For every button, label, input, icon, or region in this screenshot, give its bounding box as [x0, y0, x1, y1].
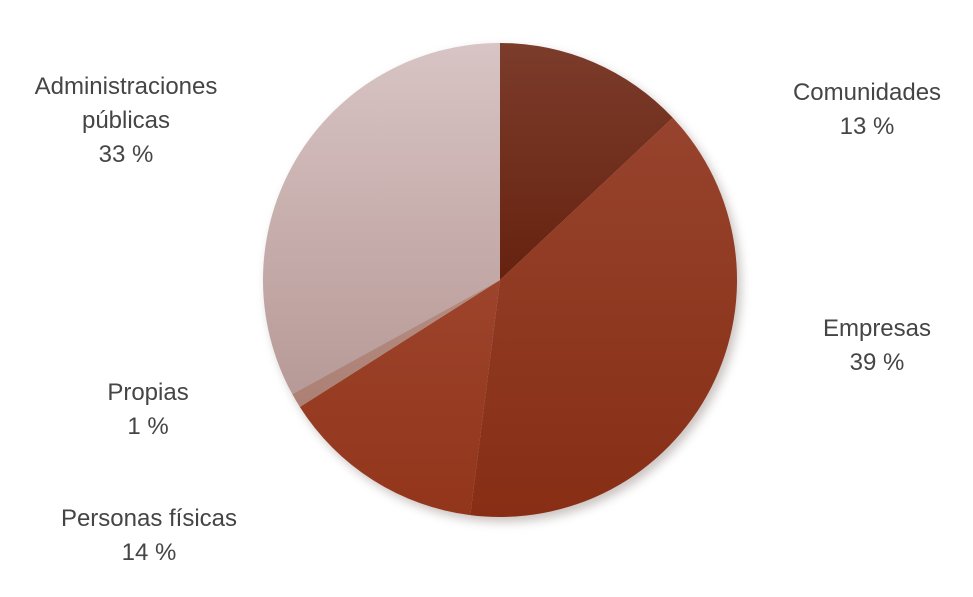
slice-label-text: Propias — [107, 379, 189, 406]
slice-label-text: Administraciones públicas — [34, 73, 218, 134]
pie-slice-comunidades — [500, 43, 673, 280]
slice-label-text: Comunidades — [792, 79, 942, 106]
slice-label-pct: 13 % — [839, 113, 895, 140]
slice-label-empresas: Empresas 39 % — [757, 312, 973, 380]
slice-label-pct: 39 % — [849, 349, 905, 376]
slice-label-pct: 14 % — [121, 539, 177, 566]
slice-label-comunidades: Comunidades 13 % — [747, 76, 973, 144]
slice-label-pct: 33 % — [98, 141, 154, 168]
slice-label-text: Personas físicas — [60, 505, 238, 532]
slice-label-pct: 1 % — [127, 413, 169, 440]
slice-label-administraciones-publicas: Administraciones públicas 33 % — [6, 70, 246, 172]
slice-label-text: Empresas — [822, 315, 932, 342]
slice-label-personas-fisicas: Personas físicas 14 % — [19, 502, 279, 570]
pie-slice-personas-fisicas — [299, 280, 500, 516]
slice-label-propias: Propias 1 % — [28, 376, 268, 444]
pie-slice-empresas — [470, 117, 738, 517]
pie-slice-propias — [292, 280, 500, 407]
pie-slice-administraciones-publicas — [263, 43, 500, 395]
